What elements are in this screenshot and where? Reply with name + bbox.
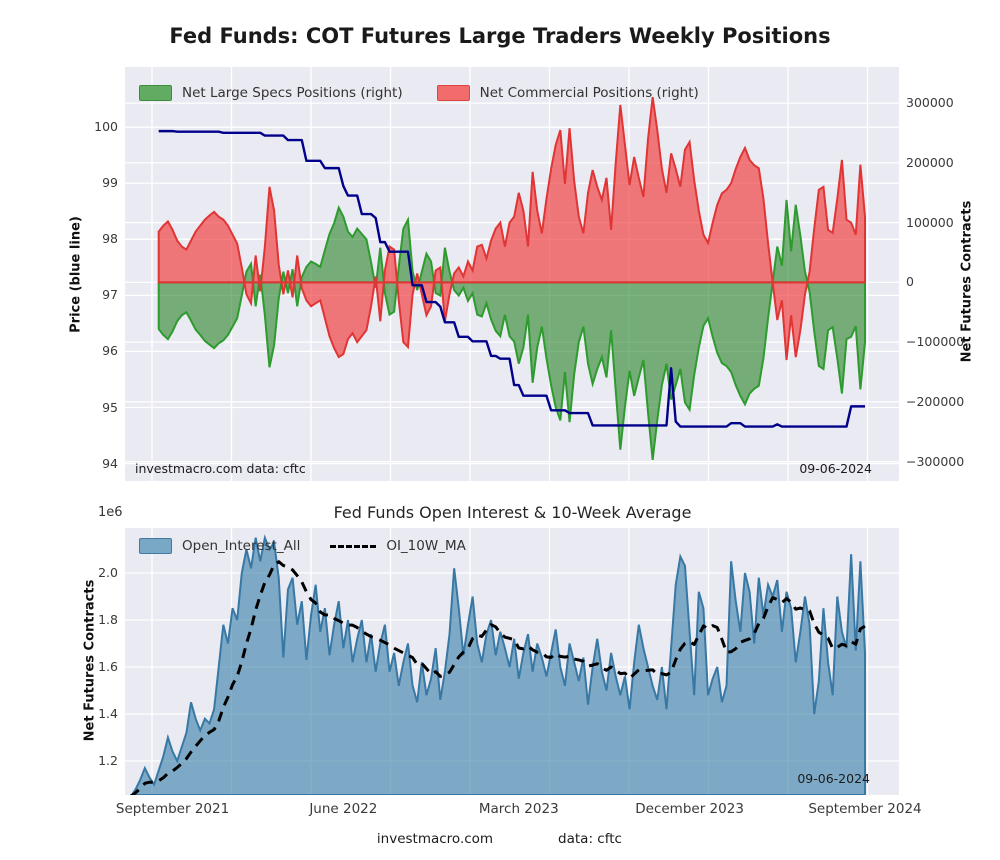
bottom-y-tick: 1.2 — [98, 753, 118, 768]
commercial-legend-swatch — [436, 85, 470, 101]
bottom-y-tick: 2.0 — [98, 565, 118, 580]
top-date-stamp: 09-06-2024 — [799, 461, 872, 476]
bottom-x-tick: March 2023 — [478, 801, 559, 817]
top-left-y-tick: 96 — [102, 343, 118, 359]
bottom-x-tick: September 2024 — [808, 801, 922, 817]
oi-10w-ma-line — [130, 560, 866, 795]
net-large-specs-area — [157, 199, 866, 460]
legend-item-open-interest: Open_Interest_All — [139, 538, 300, 554]
top-right-y-tick: 0 — [906, 274, 914, 290]
legend-item-specs: Net Large Specs Positions (right) — [139, 85, 403, 101]
bottom-y-tick: 1.6 — [98, 659, 118, 674]
ma-legend-label: OI_10W_MA — [386, 538, 466, 554]
commercial-legend-label: Net Commercial Positions (right) — [479, 85, 699, 101]
legend-item-commercial: Net Commercial Positions (right) — [436, 85, 699, 101]
legend-item-ma: OI_10W_MA — [330, 538, 466, 554]
bottom-y-tick: 1.4 — [98, 706, 118, 721]
top-left-y-tick: 94 — [102, 455, 118, 471]
top-right-y-tick: −100000 — [906, 334, 965, 350]
ma-dashed-line-sample — [330, 544, 377, 548]
top-right-y-tick: −200000 — [906, 393, 965, 409]
open-interest-legend-swatch — [139, 538, 172, 554]
top-right-y-tick: −300000 — [906, 453, 965, 469]
bottom-legend: Open_Interest_All OI_10W_MA — [139, 538, 466, 554]
top-legend: Net Large Specs Positions (right) Net Co… — [139, 85, 699, 101]
bottom-y-tick: 1.8 — [98, 612, 118, 627]
top-left-y-tick: 95 — [102, 399, 118, 415]
top-left-y-tick: 100 — [94, 119, 118, 135]
bottom-date-stamp: 09-06-2024 — [797, 771, 870, 786]
specs-legend-swatch — [139, 85, 172, 101]
bottom-x-tick: June 2022 — [309, 801, 378, 817]
top-right-y-tick: 300000 — [906, 95, 954, 111]
footer-site: investmacro.com — [376, 831, 494, 847]
top-right-y-tick: 200000 — [906, 154, 954, 170]
footer-data-source: data: cftc — [558, 831, 622, 847]
net-commercial-area — [157, 97, 866, 361]
bottom-chart-series-layer — [130, 534, 866, 795]
price-line — [158, 129, 865, 428]
top-left-y-tick: 98 — [102, 231, 118, 247]
figure-title: Fed Funds: COT Futures Large Traders Wee… — [169, 24, 831, 48]
top-left-y-tick: 97 — [102, 287, 118, 303]
y-axis-offset-label: 1e6 — [98, 505, 123, 520]
top-source-note: investmacro.com data: cftc — [135, 461, 306, 476]
top-chart-series-layer — [157, 97, 866, 460]
bottom-chart-title: Fed Funds Open Interest & 10-Week Averag… — [333, 503, 692, 522]
top-left-axis-label: Price (blue line) — [68, 216, 84, 333]
specs-legend-label: Net Large Specs Positions (right) — [182, 85, 403, 101]
top-left-y-tick: 99 — [102, 175, 118, 191]
open-interest-legend-label: Open_Interest_All — [182, 538, 301, 554]
bottom-x-tick: September 2021 — [115, 801, 230, 817]
bottom-x-tick: December 2023 — [635, 801, 744, 817]
top-right-y-tick: 100000 — [906, 214, 954, 230]
